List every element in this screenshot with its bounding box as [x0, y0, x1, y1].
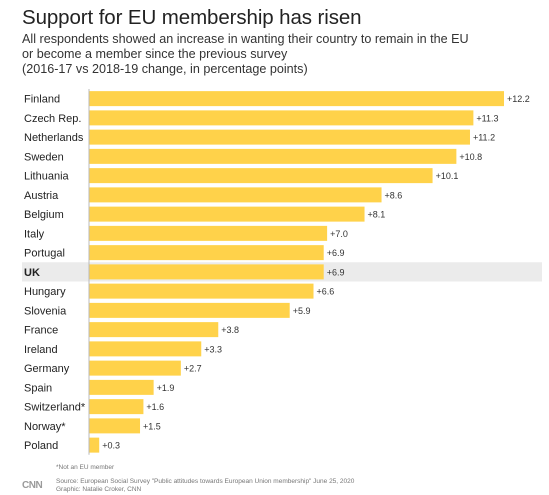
category-label: Germany: [24, 363, 70, 375]
value-label: +6.6: [317, 287, 335, 297]
category-label: Spain: [24, 382, 52, 394]
bar: [89, 264, 324, 280]
source-credit: Source: European Social Survey "Public a…: [56, 478, 354, 494]
value-label: +2.7: [184, 364, 202, 374]
chart-title: Support for EU membership has risen: [22, 6, 362, 29]
value-label: +1.6: [146, 402, 164, 412]
value-label: +1.5: [143, 421, 161, 431]
value-label: +0.3: [102, 441, 120, 451]
subtitle-line: or become a member since the previous su…: [22, 47, 288, 61]
category-label: Switzerland*: [24, 402, 86, 414]
category-label: Poland: [24, 440, 58, 452]
bar: [89, 283, 314, 299]
category-label: Sweden: [24, 151, 64, 163]
bar: [89, 360, 181, 376]
bar: [89, 379, 154, 395]
value-label: +11.2: [473, 133, 495, 143]
bar: [89, 322, 219, 338]
category-label: Lithuania: [24, 171, 70, 183]
category-label: Finland: [24, 94, 60, 106]
bar: [89, 399, 144, 415]
category-label: Hungary: [24, 286, 66, 298]
value-label: +11.3: [476, 113, 498, 123]
bar: [89, 110, 474, 126]
category-label: Norway*: [24, 421, 66, 433]
category-label: Austria: [24, 190, 59, 202]
bar: [89, 418, 141, 434]
value-label: +12.2: [507, 94, 530, 104]
subtitle-line: All respondents showed an increase in wa…: [22, 32, 469, 46]
value-label: +5.9: [293, 306, 311, 316]
source-line: Source: European Social Survey "Public a…: [56, 478, 355, 485]
value-label: +10.1: [436, 171, 459, 181]
source-line: Graphic: Natalie Croker, CNN: [56, 486, 142, 493]
bar: [89, 91, 504, 107]
bar: [89, 341, 202, 357]
value-label: +3.3: [204, 344, 222, 354]
category-label: Ireland: [24, 344, 58, 356]
value-label: +8.1: [368, 210, 386, 220]
category-label: Italy: [24, 228, 45, 240]
value-label: +6.9: [327, 248, 345, 258]
bar: [89, 225, 328, 241]
category-label: Netherlands: [24, 132, 84, 144]
chart-subtitle: All respondents showed an increase in wa…: [22, 32, 522, 77]
value-label: +10.8: [459, 152, 482, 162]
value-label: +3.8: [221, 325, 239, 335]
bar: [89, 437, 100, 453]
category-label: Slovenia: [24, 305, 67, 317]
bar: [89, 302, 290, 318]
category-label: UK: [24, 267, 40, 279]
cnn-logo: CNN: [22, 480, 43, 491]
value-label: +8.6: [385, 190, 403, 200]
category-label: Portugal: [24, 248, 65, 260]
category-label: Belgium: [24, 209, 64, 221]
bar: [89, 245, 324, 261]
footnote: *Not an EU member: [56, 464, 115, 471]
bar: [89, 129, 470, 145]
value-label: +1.9: [157, 383, 175, 393]
category-label: Czech Rep.: [24, 113, 81, 125]
bar: [89, 187, 382, 203]
bar: [89, 168, 433, 184]
category-label: France: [24, 325, 58, 337]
subtitle-line: (2016-17 vs 2018-19 change, in percentag…: [22, 62, 308, 76]
value-label: +7.0: [330, 229, 348, 239]
bar: [89, 148, 457, 164]
bar: [89, 206, 365, 222]
value-label: +6.9: [327, 267, 345, 277]
